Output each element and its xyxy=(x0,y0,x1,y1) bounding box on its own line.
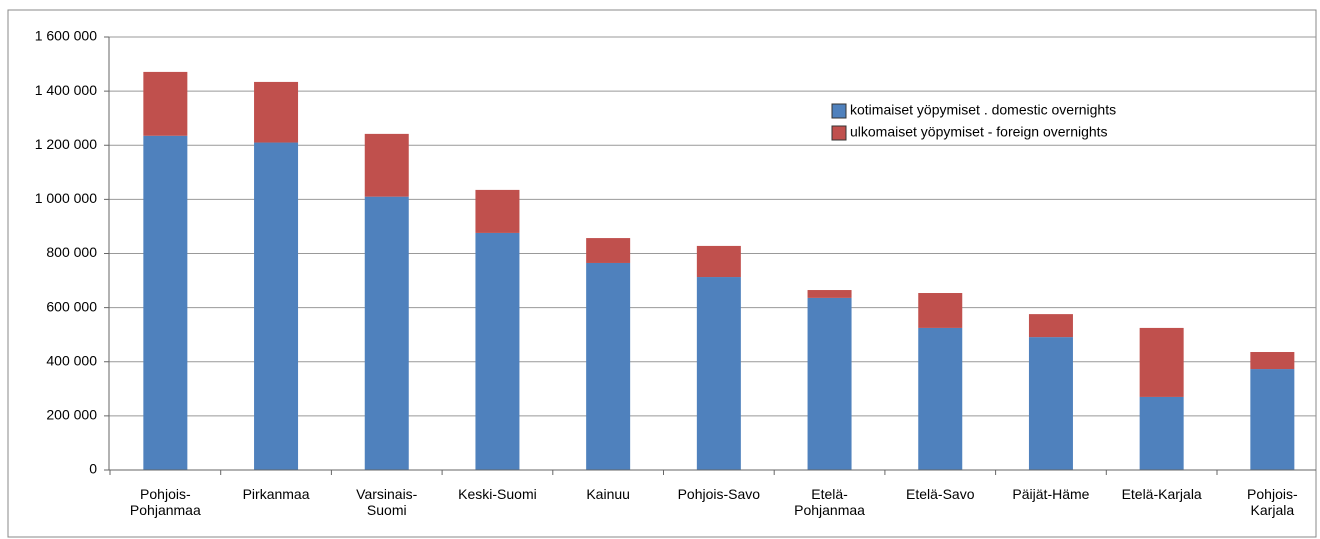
legend-swatch xyxy=(831,103,847,119)
bar-segment xyxy=(696,277,741,470)
y-tick-label: 0 xyxy=(89,461,97,477)
x-tick-label: Pirkanmaa xyxy=(242,486,310,502)
y-tick-label: 800 000 xyxy=(46,244,97,260)
legend-label: kotimaiset yöpymiset . domestic overnigh… xyxy=(850,102,1116,118)
bar-segment xyxy=(1250,369,1295,470)
legend-swatch xyxy=(831,125,847,141)
bar-segment xyxy=(364,133,409,197)
y-tick-label: 1 200 000 xyxy=(35,136,97,152)
y-tick-label: 1 000 000 xyxy=(35,190,97,206)
y-tick-label: 1 400 000 xyxy=(35,82,97,98)
y-tick-label: 1 600 000 xyxy=(35,28,97,44)
bar-segment xyxy=(475,232,520,470)
x-tick-label: Etelä-Savo xyxy=(906,486,975,502)
x-tick-label: Etelä-Karjala xyxy=(1121,486,1202,502)
x-tick-label: Päijät-Häme xyxy=(1012,486,1090,502)
x-tick-label: Etelä- Pohjanmaa xyxy=(794,486,865,518)
bar-segment xyxy=(807,290,852,298)
bar-segment xyxy=(586,238,631,263)
y-tick-label: 200 000 xyxy=(46,407,97,423)
x-tick-label: Keski-Suomi xyxy=(458,486,537,502)
bar-segment xyxy=(1028,314,1073,338)
bar-segment xyxy=(1139,396,1184,470)
bar-segment xyxy=(364,196,409,470)
legend-label: ulkomaiset yöpymiset - foreign overnight… xyxy=(850,124,1108,140)
bar-segment xyxy=(586,262,631,470)
bar-segment xyxy=(1250,352,1295,370)
y-tick-label: 600 000 xyxy=(46,298,97,314)
bar-segment xyxy=(918,293,963,328)
x-tick-label: Pohjois- Karjala xyxy=(1247,486,1298,518)
bar-segment xyxy=(1028,337,1073,470)
bar-segment xyxy=(143,71,188,136)
bar-segment xyxy=(918,327,963,470)
bar-segment xyxy=(807,297,852,470)
bar-segment xyxy=(254,142,299,470)
bar-segment xyxy=(143,135,188,470)
x-tick-label: Kainuu xyxy=(586,486,630,502)
x-tick-label: Pohjois- Pohjanmaa xyxy=(129,486,201,518)
y-tick-label: 400 000 xyxy=(46,352,97,368)
x-tick-label: Pohjois-Savo xyxy=(677,486,761,502)
bar-segment xyxy=(254,81,299,143)
bar-segment xyxy=(475,189,520,233)
frame xyxy=(7,9,1317,538)
bar-segment xyxy=(1139,327,1184,397)
bar-segment xyxy=(696,245,741,278)
x-tick-label: Varsinais- Suomi xyxy=(356,486,418,518)
